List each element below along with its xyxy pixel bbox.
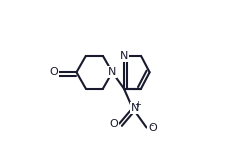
Text: O: O xyxy=(148,122,156,133)
Text: N: N xyxy=(119,51,128,61)
Text: N: N xyxy=(130,103,138,113)
Text: N: N xyxy=(108,67,116,77)
Text: O: O xyxy=(49,67,58,77)
Text: O: O xyxy=(108,119,117,129)
Text: +: + xyxy=(134,100,141,109)
Text: -: - xyxy=(150,121,153,130)
